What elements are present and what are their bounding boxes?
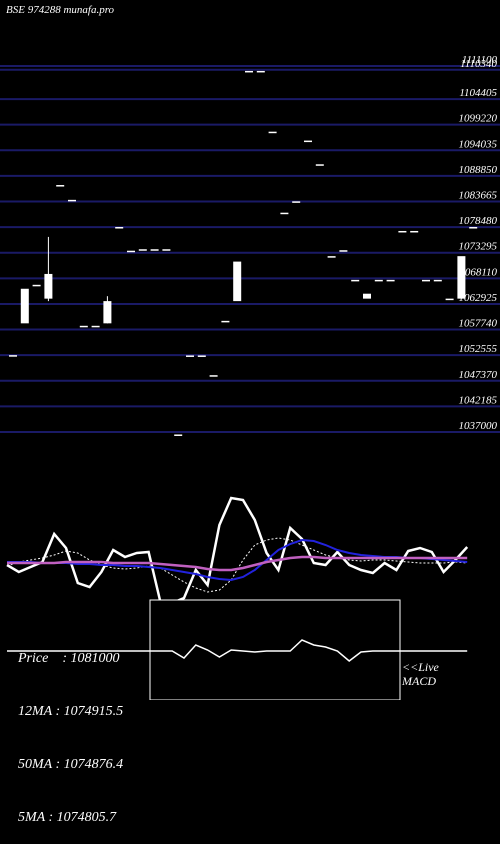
price-tick-label: 1052555 xyxy=(459,343,498,355)
macd-label: MACD xyxy=(402,674,436,688)
candle xyxy=(433,279,442,282)
candle xyxy=(386,279,395,282)
price-tick-label: 1037000 xyxy=(459,420,498,432)
indicator-panel xyxy=(6,496,469,605)
candle xyxy=(91,325,100,328)
candle xyxy=(150,249,159,251)
live-label: <<Live xyxy=(402,660,439,674)
candles xyxy=(9,70,478,436)
candle xyxy=(79,325,88,328)
price-tick-label: 1083665 xyxy=(459,190,498,202)
candle xyxy=(457,256,466,299)
macd-line xyxy=(7,639,468,662)
price-tick-label: 1110340 xyxy=(460,58,497,70)
candle xyxy=(292,201,301,203)
candle xyxy=(245,70,253,73)
chart-title: BSE 974288 munafa.pro xyxy=(6,4,115,16)
candle xyxy=(186,355,194,357)
price-tick-label: 1088850 xyxy=(459,164,498,176)
stats-panel: Price : 1081000 12MA : 1074915.5 50MA : … xyxy=(18,616,158,844)
candle xyxy=(304,140,312,143)
candle xyxy=(115,227,124,229)
price-tick-label: 1068110 xyxy=(459,266,497,278)
price-grid xyxy=(0,65,500,433)
candle xyxy=(445,298,454,301)
price-tick-label: 1104405 xyxy=(459,87,497,99)
candle xyxy=(162,249,171,251)
price-tick-label: 1099220 xyxy=(459,113,498,125)
candle xyxy=(374,279,383,282)
candle xyxy=(9,355,17,357)
candle xyxy=(256,70,265,73)
price-tick-label: 1057740 xyxy=(459,318,498,330)
price-tick-label: 1062925 xyxy=(459,292,498,304)
ma12-readout: 12MA : 1074915.5 xyxy=(18,704,124,719)
candle xyxy=(127,250,135,253)
price-tick-label: 1042185 xyxy=(459,394,498,406)
candle xyxy=(339,250,348,252)
candle xyxy=(233,261,242,302)
candle xyxy=(68,199,76,202)
macd-panel xyxy=(149,599,401,700)
candle xyxy=(469,227,478,229)
candle xyxy=(138,249,147,251)
candle xyxy=(422,279,430,282)
ma5-line xyxy=(7,555,468,572)
candle xyxy=(351,279,360,282)
candle xyxy=(268,131,277,134)
candle xyxy=(363,293,371,299)
candle xyxy=(398,230,407,233)
candle xyxy=(44,273,53,299)
price-tick-label: 1078480 xyxy=(459,215,498,227)
candle xyxy=(315,164,324,166)
macd-series xyxy=(7,639,468,662)
candle xyxy=(174,434,183,436)
candle xyxy=(280,212,289,215)
candle xyxy=(209,375,218,377)
candle xyxy=(56,185,65,187)
price-tick-label: 1073295 xyxy=(459,241,498,253)
candle xyxy=(327,256,336,258)
candle xyxy=(20,288,29,324)
price-line xyxy=(6,496,469,605)
live-macd-label: <<Live MACD xyxy=(402,660,439,688)
price-tick-label: 1111100 xyxy=(462,54,498,66)
candle xyxy=(197,355,206,357)
price-tick-label: 1094035 xyxy=(459,138,498,150)
candle xyxy=(32,284,41,287)
candle xyxy=(221,320,230,323)
candle xyxy=(410,230,419,233)
price-tick-label: 1047370 xyxy=(459,369,498,381)
ma50-readout: 50MA : 1074876.4 xyxy=(18,757,124,772)
price-readout: Price : 1081000 xyxy=(18,651,120,666)
ma5-readout: 5MA : 1074805.7 xyxy=(18,810,117,825)
candle xyxy=(103,301,112,324)
